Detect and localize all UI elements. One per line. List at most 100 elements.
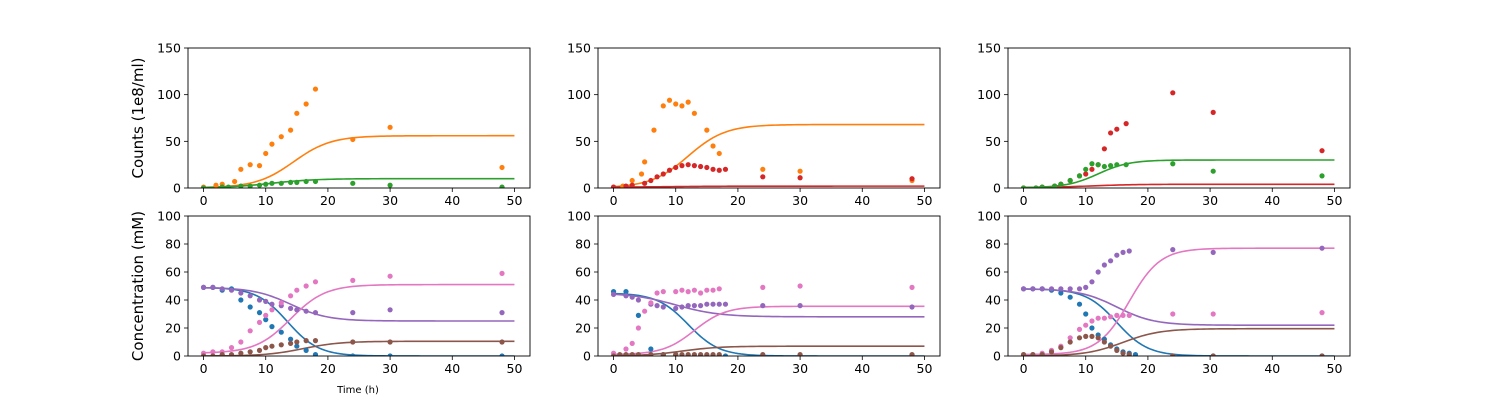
data-point [269,343,275,349]
data-point [387,273,393,279]
data-point [288,127,294,133]
data-point [1319,353,1325,356]
data-point [629,340,635,346]
data-point [256,310,263,316]
data-point [350,339,356,345]
y-tick-label: 0 [993,349,1001,364]
data-point [635,297,642,303]
data-point [648,352,654,356]
data-point [679,304,685,310]
data-point [797,352,803,356]
data-point [1076,286,1083,292]
data-point [1210,249,1216,255]
data-point [312,338,319,344]
x-tick-label: 10 [258,193,274,208]
x-tick-label: 20 [1140,361,1156,376]
x-tick-label: 20 [1140,193,1156,208]
data-point [716,352,722,356]
data-point [685,352,691,356]
data-point [303,338,309,344]
data-point [642,159,648,165]
data-point [660,171,666,177]
data-point [303,283,309,289]
y-tick-label: 60 [985,265,1001,280]
data-point [1067,339,1073,345]
data-point [312,86,319,92]
data-point [350,277,356,283]
data-point [722,166,729,172]
fit-line [613,293,925,318]
data-point [312,178,319,185]
data-point [228,287,235,293]
y-tick-label: 0 [173,349,181,364]
data-point [263,150,269,157]
data-point [238,350,244,356]
y-tick-label: 100 [567,209,591,224]
data-point [213,182,219,188]
data-point [1126,248,1132,254]
x-tick-label: 50 [917,361,933,376]
data-point [228,345,235,351]
data-point [679,163,685,169]
data-point [716,150,722,157]
data-point [797,303,803,309]
data-point [1123,162,1129,168]
panel-bottom-right: 0 10 20 30 40 50 0 20 40 60 80 100 [977,209,1351,376]
data-point [288,305,294,311]
data-point [679,352,685,356]
fit-line [613,185,925,188]
data-point [710,166,716,172]
data-point [635,312,642,318]
data-point [303,101,309,107]
data-point [256,347,263,353]
data-point [225,184,232,188]
y-tick-label: 80 [985,237,1001,252]
x-tick-label: 40 [444,193,460,208]
data-point [499,353,505,356]
fit-line [1023,288,1335,326]
data-point [1120,249,1126,255]
data-point [1101,339,1107,345]
data-point [247,304,253,310]
data-point [303,308,309,314]
data-point [710,301,716,307]
data-point [1048,286,1055,292]
y-tick-label: 40 [985,293,1001,308]
data-point [648,177,654,184]
x-tick-label: 30 [382,193,398,208]
data-point [1076,173,1083,179]
data-point [238,339,244,345]
data-point [642,308,648,314]
x-tick-label: 30 [792,193,808,208]
data-point [610,353,617,356]
data-point [247,349,253,355]
x-tick-label: 20 [730,193,746,208]
data-point [698,303,704,309]
x-tick-label: 20 [320,193,336,208]
y-tick-label: 50 [985,134,1001,149]
data-point [1170,90,1176,96]
panel-bottom-middle: 0 10 20 30 40 50 0 20 40 60 80 100 [567,209,941,376]
data-point [1132,352,1139,356]
y-tick-label: 150 [567,41,591,56]
data-point [716,286,722,292]
data-point [691,303,697,309]
data-point [1101,262,1107,268]
data-point [1114,162,1120,168]
x-tick-label: 10 [668,361,684,376]
axes-frame [1007,215,1351,357]
data-point [294,307,300,313]
data-point [679,103,685,109]
data-point [673,352,679,356]
y-tick-label: 150 [977,41,1001,56]
x-tick-label: 0 [610,361,618,376]
data-point [303,347,309,353]
data-point [673,305,679,311]
data-point [710,352,716,356]
data-point [387,307,393,313]
data-point [673,164,679,171]
data-point [247,162,253,168]
x-tick-label: 40 [444,361,460,376]
x-tick-label: 0 [610,193,618,208]
y-tick-label: 100 [157,87,181,102]
